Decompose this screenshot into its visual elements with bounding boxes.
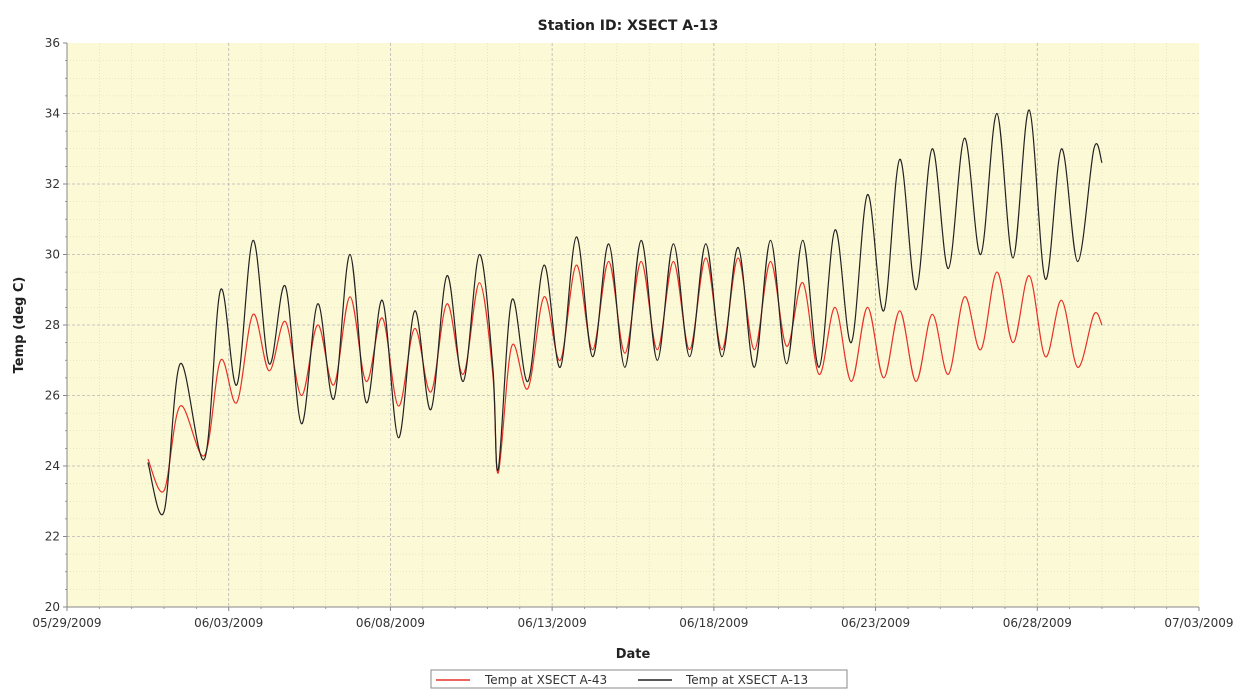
y-tick-label: 34 bbox=[45, 107, 60, 121]
x-tick-label: 06/13/2009 bbox=[518, 616, 587, 630]
x-axis-ticks: 05/29/2009 06/03/2009 06/08/2009 06/13/2009… bbox=[32, 607, 1234, 630]
y-tick-label: 24 bbox=[45, 459, 60, 473]
x-axis-label: Date bbox=[616, 647, 651, 662]
x-tick-label: 06/23/2009 bbox=[841, 616, 910, 630]
x-tick-label: 05/29/2009 bbox=[32, 616, 101, 630]
major-gridlines bbox=[67, 43, 1199, 607]
chart-title: Station ID: XSECT A-13 bbox=[538, 18, 719, 34]
y-tick-label: 20 bbox=[45, 600, 60, 614]
series-line-a43 bbox=[147, 257, 1103, 493]
series-layer bbox=[147, 109, 1103, 516]
x-tick-label: 06/18/2009 bbox=[679, 616, 748, 630]
x-tick-label: 06/08/2009 bbox=[356, 616, 425, 630]
x-tick-label: 07/03/2009 bbox=[1164, 616, 1233, 630]
legend: Temp at XSECT A-43 Temp at XSECT A-13 bbox=[430, 669, 848, 689]
y-tick-label: 36 bbox=[45, 36, 60, 50]
y-tick-label: 22 bbox=[45, 530, 60, 544]
legend-box bbox=[430, 669, 848, 689]
legend-label-a43: Temp at XSECT A-43 bbox=[484, 673, 607, 687]
series-line-a13 bbox=[147, 109, 1103, 516]
x-tick-label: 06/03/2009 bbox=[194, 616, 263, 630]
y-axis-label: Temp (deg C) bbox=[12, 277, 27, 374]
y-tick-label: 30 bbox=[45, 248, 60, 262]
y-tick-label: 28 bbox=[45, 318, 60, 332]
y-tick-label: 32 bbox=[45, 177, 60, 191]
y-tick-label: 26 bbox=[45, 389, 60, 403]
y-axis-ticks: 20 22 24 26 28 30 32 34 36 bbox=[45, 36, 67, 614]
x-tick-label: 06/28/2009 bbox=[1003, 616, 1072, 630]
legend-label-a13: Temp at XSECT A-13 bbox=[685, 673, 808, 687]
